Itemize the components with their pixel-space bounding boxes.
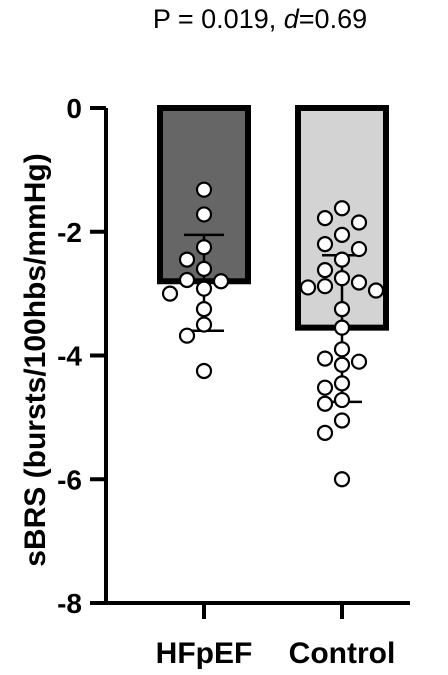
x-tick-label-hfpef: HFpEF [156, 637, 253, 670]
y-tick-label: -4 [57, 341, 82, 372]
data-point-control [299, 279, 317, 296]
y-tick-label: -6 [57, 464, 82, 495]
data-point-control [333, 270, 351, 287]
chart-title: P = 0.019, d=0.69 [153, 4, 367, 34]
data-point-hfpef [178, 251, 196, 268]
data-point-hfpef [161, 285, 179, 302]
data-point-control [333, 375, 351, 392]
y-tick-label: 0 [66, 93, 82, 124]
data-point-control [333, 226, 351, 243]
y-tick-label: -2 [57, 217, 82, 248]
data-point-hfpef [178, 327, 196, 344]
data-point-hfpef [195, 362, 213, 380]
data-point-control [333, 341, 351, 358]
data-point-control [316, 424, 334, 441]
data-point-control [316, 210, 334, 227]
data-point-hfpef [178, 271, 196, 289]
y-tick-label: -8 [57, 588, 82, 619]
data-point-control [350, 353, 368, 370]
x-tick-labels: HFpEF Control [156, 637, 396, 670]
data-point-control [316, 236, 334, 253]
data-point-control [316, 278, 334, 295]
data-point-control [316, 379, 334, 396]
y-axis: 0 -2 -4 -6 -8 [57, 93, 410, 619]
data-point-control [333, 471, 351, 488]
data-point-hfpef [195, 260, 213, 277]
data-point-control [367, 282, 385, 299]
data-point-control [316, 395, 334, 412]
data-point-control [333, 251, 351, 268]
data-point-hfpef [195, 239, 213, 256]
data-point-hfpef [212, 273, 230, 290]
bars-layer [157, 105, 389, 331]
data-point-control [333, 391, 351, 409]
data-point-hfpef [195, 280, 213, 297]
data-point-control [333, 356, 351, 373]
data-point-control [350, 240, 368, 258]
data-point-hfpef [195, 300, 213, 318]
data-point-control [333, 200, 351, 217]
data-point-control [350, 214, 368, 231]
data-point-control [350, 274, 368, 291]
y-axis-label: sBRS (bursts/100hbs/mmHg) [19, 153, 52, 566]
x-tick-label-control: Control [289, 637, 396, 670]
data-point-control [333, 412, 351, 429]
data-point-hfpef [195, 181, 213, 198]
data-point-control [316, 350, 334, 367]
data-points-layer [161, 181, 385, 488]
data-point-hfpef [195, 206, 213, 223]
data-point-hfpef [195, 316, 213, 333]
data-point-control [333, 319, 351, 336]
data-point-control [333, 300, 351, 318]
data-point-control [316, 262, 334, 279]
